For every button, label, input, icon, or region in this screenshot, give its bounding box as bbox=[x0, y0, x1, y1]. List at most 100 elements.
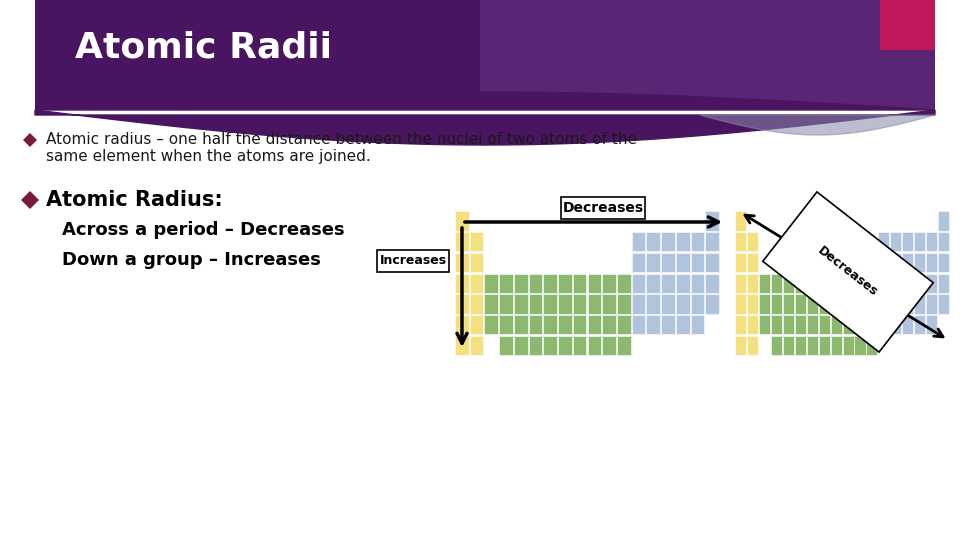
Bar bbox=[759, 294, 770, 314]
Text: Atomic Radii: Atomic Radii bbox=[75, 31, 332, 65]
Bar bbox=[735, 232, 746, 252]
Bar bbox=[469, 294, 484, 314]
Bar bbox=[878, 315, 890, 334]
Bar bbox=[795, 315, 805, 334]
Bar bbox=[890, 315, 901, 334]
Bar bbox=[529, 336, 542, 355]
Bar bbox=[455, 212, 468, 231]
Bar bbox=[878, 232, 890, 252]
Bar bbox=[543, 315, 557, 334]
Bar bbox=[676, 274, 689, 293]
Bar bbox=[632, 315, 645, 334]
Bar bbox=[747, 232, 758, 252]
Bar bbox=[617, 274, 631, 293]
Bar bbox=[469, 232, 484, 252]
Bar bbox=[35, 0, 935, 110]
Bar bbox=[854, 294, 866, 314]
Bar bbox=[735, 315, 746, 334]
Bar bbox=[632, 232, 645, 252]
Bar bbox=[646, 253, 660, 272]
Bar bbox=[938, 253, 949, 272]
Bar bbox=[735, 253, 746, 272]
Bar bbox=[914, 294, 925, 314]
Bar bbox=[455, 274, 468, 293]
Bar bbox=[514, 294, 528, 314]
Bar bbox=[759, 274, 770, 293]
Polygon shape bbox=[700, 115, 935, 135]
Bar bbox=[632, 253, 645, 272]
Bar bbox=[771, 294, 782, 314]
Bar bbox=[543, 294, 557, 314]
Polygon shape bbox=[35, 110, 935, 145]
Bar bbox=[843, 294, 853, 314]
Bar bbox=[830, 315, 842, 334]
Bar bbox=[573, 336, 587, 355]
Bar bbox=[926, 253, 937, 272]
Bar bbox=[902, 253, 913, 272]
Bar bbox=[854, 315, 866, 334]
Bar bbox=[543, 274, 557, 293]
Bar bbox=[890, 274, 901, 293]
Bar bbox=[676, 232, 689, 252]
Bar bbox=[806, 336, 818, 355]
Bar bbox=[469, 274, 484, 293]
Bar bbox=[926, 315, 937, 334]
Bar bbox=[706, 232, 719, 252]
Bar bbox=[914, 232, 925, 252]
Bar bbox=[514, 274, 528, 293]
Bar bbox=[771, 315, 782, 334]
Bar bbox=[588, 315, 601, 334]
Bar bbox=[499, 274, 513, 293]
Bar bbox=[795, 274, 805, 293]
Bar bbox=[854, 274, 866, 293]
Bar bbox=[455, 315, 468, 334]
Bar bbox=[830, 274, 842, 293]
Bar bbox=[558, 315, 572, 334]
Bar bbox=[632, 274, 645, 293]
Bar bbox=[602, 294, 616, 314]
Bar bbox=[926, 232, 937, 252]
FancyBboxPatch shape bbox=[561, 197, 645, 219]
Bar bbox=[661, 253, 675, 272]
Bar bbox=[866, 315, 877, 334]
Bar bbox=[514, 315, 528, 334]
Bar bbox=[830, 336, 842, 355]
Bar bbox=[938, 274, 949, 293]
Text: Increases: Increases bbox=[379, 254, 446, 267]
Bar bbox=[706, 274, 719, 293]
Bar bbox=[676, 253, 689, 272]
Bar bbox=[514, 336, 528, 355]
Bar bbox=[830, 294, 842, 314]
Bar bbox=[617, 294, 631, 314]
Bar bbox=[819, 315, 829, 334]
Bar bbox=[706, 212, 719, 231]
Bar bbox=[878, 274, 890, 293]
Bar bbox=[735, 274, 746, 293]
Bar bbox=[866, 294, 877, 314]
Bar bbox=[759, 315, 770, 334]
Bar bbox=[588, 294, 601, 314]
Bar bbox=[469, 253, 484, 272]
Bar bbox=[902, 294, 913, 314]
Bar bbox=[588, 336, 601, 355]
Bar bbox=[806, 294, 818, 314]
Bar bbox=[819, 294, 829, 314]
Bar bbox=[529, 274, 542, 293]
Bar bbox=[747, 336, 758, 355]
Bar bbox=[938, 212, 949, 231]
Bar bbox=[706, 294, 719, 314]
Bar bbox=[795, 336, 805, 355]
Bar bbox=[938, 232, 949, 252]
Bar bbox=[747, 294, 758, 314]
Bar bbox=[455, 336, 468, 355]
Bar bbox=[646, 294, 660, 314]
Bar bbox=[455, 294, 468, 314]
Bar bbox=[558, 274, 572, 293]
Bar bbox=[690, 294, 705, 314]
Bar bbox=[588, 274, 601, 293]
Bar bbox=[866, 336, 877, 355]
Bar bbox=[558, 336, 572, 355]
Bar bbox=[617, 315, 631, 334]
Text: Decreases: Decreases bbox=[563, 201, 643, 215]
Bar bbox=[706, 253, 719, 272]
